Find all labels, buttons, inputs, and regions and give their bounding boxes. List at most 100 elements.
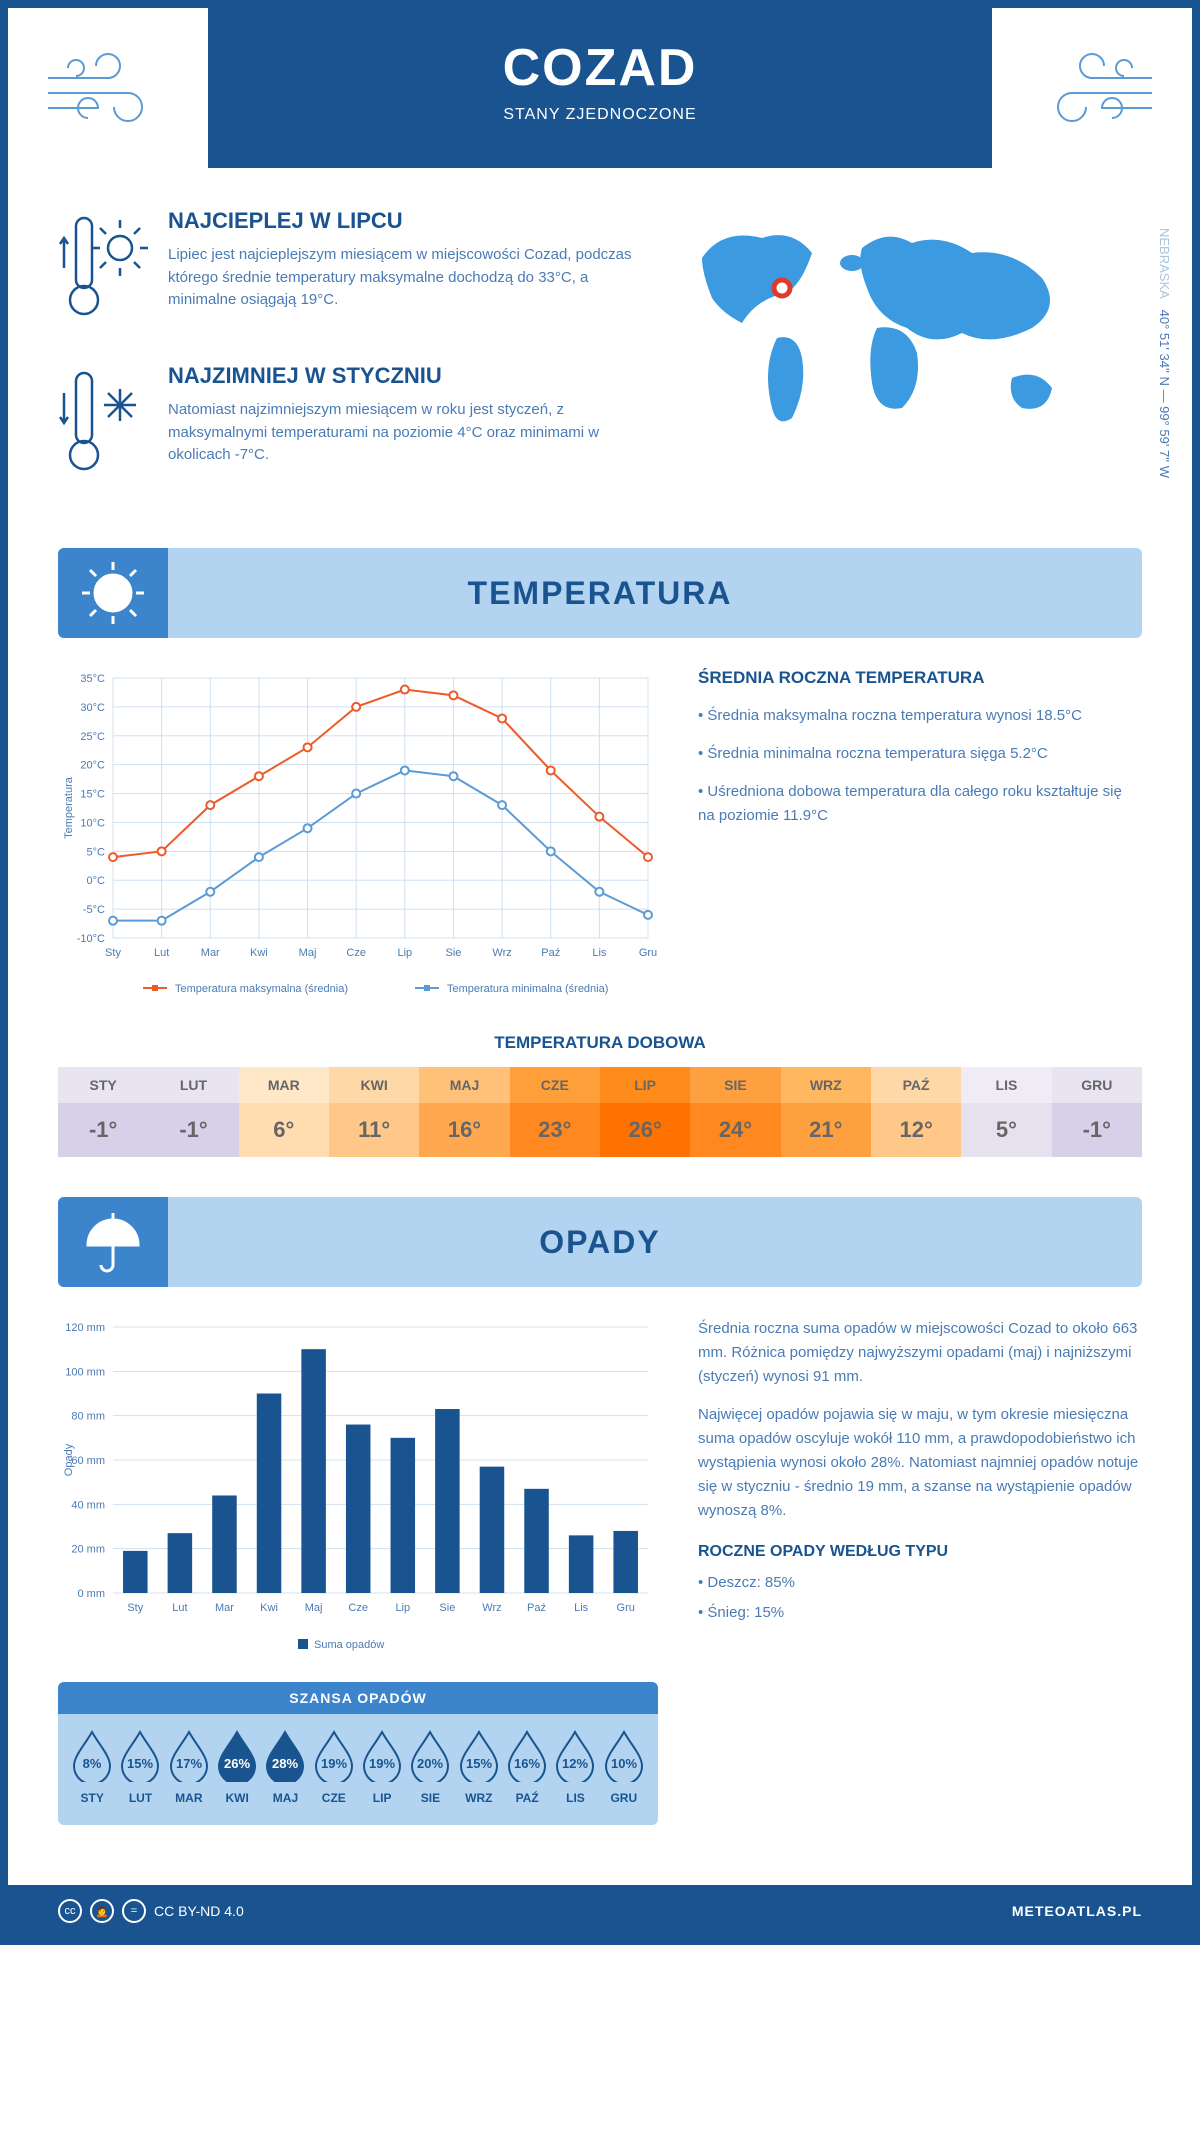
svg-text:Lip: Lip: [395, 1602, 410, 1614]
daily-temp-value: -1°: [148, 1103, 238, 1157]
chance-month: PAŹ: [503, 1791, 551, 1805]
wind-icon: [38, 38, 178, 138]
svg-text:100 mm: 100 mm: [65, 1366, 105, 1378]
svg-text:Mar: Mar: [215, 1602, 234, 1614]
daily-temp-value: 16°: [419, 1103, 509, 1157]
page-subtitle: STANY ZJEDNOCZONE: [208, 106, 992, 124]
chance-month: MAR: [165, 1791, 213, 1805]
chance-cell: 17% MAR: [165, 1728, 213, 1805]
coords-value: 40° 51' 34'' N — 99° 59' 7'' W: [1157, 310, 1172, 478]
svg-text:20%: 20%: [417, 1756, 443, 1771]
svg-text:Sie: Sie: [439, 1602, 455, 1614]
intro-section: NAJCIEPLEJ W LIPCU Lipiec jest najcieple…: [8, 168, 1192, 548]
svg-text:10%: 10%: [611, 1756, 637, 1771]
daily-temp-value: 26°: [600, 1103, 690, 1157]
coldest-text: Natomiast najzimniejszym miesiącem w rok…: [168, 399, 632, 467]
drop-icon: 15%: [457, 1728, 501, 1782]
svg-text:Opady: Opady: [63, 1443, 75, 1476]
svg-text:60 mm: 60 mm: [71, 1455, 105, 1467]
drop-icon: 28%: [263, 1728, 307, 1782]
svg-text:Gru: Gru: [639, 947, 657, 959]
svg-text:Temperatura maksymalna (średni: Temperatura maksymalna (średnia): [175, 983, 348, 995]
svg-text:0 mm: 0 mm: [78, 1588, 106, 1600]
chance-cell: 8% STY: [68, 1728, 116, 1805]
svg-text:25°C: 25°C: [80, 731, 105, 743]
daily-temp-value: 23°: [510, 1103, 600, 1157]
hottest-text: Lipiec jest najcieplejszym miesiącem w m…: [168, 244, 632, 312]
coordinates: NEBRASKA 40° 51' 34'' N — 99° 59' 7'' W: [1157, 228, 1172, 478]
daily-temp-value: 12°: [871, 1103, 961, 1157]
site-name: METEOATLAS.PL: [1012, 1903, 1142, 1919]
coldest-title: NAJZIMNIEJ W STYCZNIU: [168, 363, 632, 389]
daily-temperature-table: TEMPERATURA DOBOWA STY-1°LUT-1°MAR6°KWI1…: [8, 1033, 1192, 1197]
svg-text:26%: 26%: [224, 1756, 250, 1771]
daily-temp-cell: WRZ21°: [781, 1067, 871, 1157]
drop-icon: 10%: [602, 1728, 646, 1782]
daily-temp-value: -1°: [1052, 1103, 1142, 1157]
daily-temp-cell: MAR6°: [239, 1067, 329, 1157]
chance-title: SZANSA OPADÓW: [58, 1682, 658, 1714]
svg-text:-5°C: -5°C: [83, 904, 105, 916]
page-footer: cc 🙍 = CC BY-ND 4.0 METEOATLAS.PL: [8, 1885, 1192, 1937]
daily-temp-cell: GRU-1°: [1052, 1067, 1142, 1157]
svg-text:16%: 16%: [514, 1756, 540, 1771]
daily-temp-value: 11°: [329, 1103, 419, 1157]
svg-text:Temperatura minimalna (średnia: Temperatura minimalna (średnia): [447, 983, 608, 995]
precipitation-section-header: OPADY: [58, 1197, 1142, 1287]
svg-text:15°C: 15°C: [80, 789, 105, 801]
license-text: CC BY-ND 4.0: [154, 1903, 244, 1919]
svg-text:Wrz: Wrz: [492, 947, 511, 959]
svg-text:17%: 17%: [176, 1756, 202, 1771]
daily-month-label: GRU: [1052, 1067, 1142, 1103]
chance-cell: 15% WRZ: [455, 1728, 503, 1805]
daily-temp-value: 6°: [239, 1103, 329, 1157]
svg-text:30°C: 30°C: [80, 702, 105, 714]
chance-cell: 20% SIE: [406, 1728, 454, 1805]
temp-bullet: • Uśredniona dobowa temperatura dla całe…: [698, 780, 1142, 828]
drop-icon: 19%: [312, 1728, 356, 1782]
drop-icon: 19%: [360, 1728, 404, 1782]
chance-month: GRU: [600, 1791, 648, 1805]
svg-text:Sty: Sty: [105, 947, 121, 959]
precip-p1: Średnia roczna suma opadów w miejscowośc…: [698, 1317, 1142, 1389]
svg-text:Mar: Mar: [201, 947, 220, 959]
svg-text:Lis: Lis: [574, 1602, 589, 1614]
daily-temp-cell: SIE24°: [690, 1067, 780, 1157]
precip-type-item: • Śnieg: 15%: [698, 1601, 1142, 1625]
svg-text:15%: 15%: [466, 1756, 492, 1771]
chance-cell: 28% MAJ: [261, 1728, 309, 1805]
chance-cell: 10% GRU: [600, 1728, 648, 1805]
temp-summary-title: ŚREDNIA ROCZNA TEMPERATURA: [698, 668, 1142, 688]
nd-icon: =: [122, 1899, 146, 1923]
drop-icon: 26%: [215, 1728, 259, 1782]
temperature-summary: ŚREDNIA ROCZNA TEMPERATURA • Średnia mak…: [698, 668, 1142, 1013]
umbrella-icon: [58, 1197, 168, 1287]
svg-text:Maj: Maj: [299, 947, 317, 959]
precip-p2: Najwięcej opadów pojawia się w maju, w t…: [698, 1403, 1142, 1523]
svg-text:Kwi: Kwi: [250, 947, 268, 959]
daily-month-label: WRZ: [781, 1067, 871, 1103]
chance-month: LUT: [116, 1791, 164, 1805]
temperature-section-header: TEMPERATURA: [58, 548, 1142, 638]
svg-text:120 mm: 120 mm: [65, 1322, 105, 1334]
wind-decoration-left: [8, 8, 208, 168]
coldest-block: NAJZIMNIEJ W STYCZNIU Natomiast najzimni…: [58, 363, 632, 488]
drop-icon: 15%: [118, 1728, 162, 1782]
svg-text:Temperatura: Temperatura: [63, 776, 75, 839]
drop-icon: 8%: [70, 1728, 114, 1782]
svg-text:20°C: 20°C: [80, 760, 105, 772]
svg-text:Paź: Paź: [541, 947, 560, 959]
daily-title: TEMPERATURA DOBOWA: [58, 1033, 1142, 1053]
daily-month-label: MAR: [239, 1067, 329, 1103]
drop-icon: 16%: [505, 1728, 549, 1782]
svg-text:Suma opadów: Suma opadów: [314, 1639, 384, 1651]
precip-types-title: ROCZNE OPADY WEDŁUG TYPU: [698, 1543, 1142, 1561]
svg-text:-10°C: -10°C: [77, 933, 105, 945]
wind-decoration-right: [992, 8, 1192, 168]
svg-text:20 mm: 20 mm: [71, 1544, 105, 1556]
page-title: COZAD: [208, 38, 992, 98]
precipitation-heading: OPADY: [539, 1224, 660, 1261]
daily-temp-cell: STY-1°: [58, 1067, 148, 1157]
svg-text:10°C: 10°C: [80, 817, 105, 829]
daily-temp-cell: LIS5°: [961, 1067, 1051, 1157]
